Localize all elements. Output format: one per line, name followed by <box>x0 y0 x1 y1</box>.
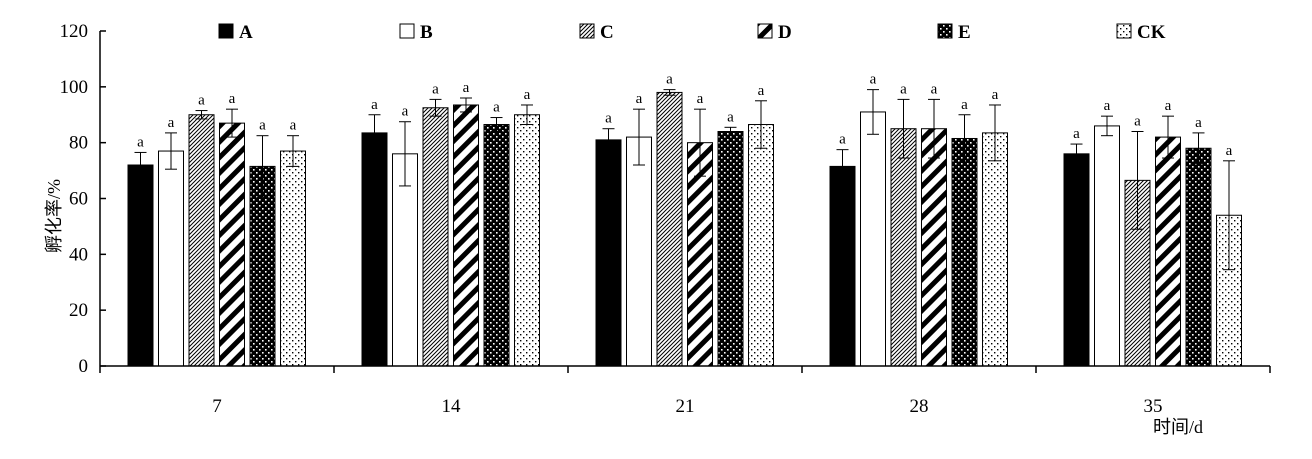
y-ticks: 0 20 40 60 80 100 120 <box>60 21 106 377</box>
y-tick-label: 120 <box>60 21 89 42</box>
significance-label: a <box>636 91 643 107</box>
bar <box>717 131 744 367</box>
y-tick-label: 20 <box>69 300 88 321</box>
significance-label: a <box>1195 115 1202 131</box>
bar <box>890 128 917 367</box>
legend: A B C D E CK <box>218 22 1166 43</box>
significance-label: a <box>727 109 734 125</box>
significance-label: a <box>290 118 297 134</box>
significance-label: a <box>900 81 907 97</box>
significance-label: a <box>1165 98 1172 114</box>
bar <box>158 150 184 367</box>
bar <box>982 132 1008 367</box>
significance-label: a <box>432 81 439 97</box>
significance-label: a <box>229 91 236 107</box>
bar <box>626 136 652 367</box>
y-tick-label: 60 <box>69 189 88 210</box>
legend-label: A <box>239 22 253 43</box>
significance-label: a <box>371 97 378 113</box>
x-tick-label: 21 <box>676 396 695 417</box>
significance-label: a <box>137 134 144 150</box>
significance-label: a <box>697 91 704 107</box>
bar <box>951 137 978 367</box>
bar <box>1185 147 1212 367</box>
legend-swatch <box>937 23 953 39</box>
significance-label: a <box>168 115 175 131</box>
bar <box>656 91 683 367</box>
significance-label: a <box>992 87 999 103</box>
bar <box>188 114 215 367</box>
bar <box>1063 153 1090 367</box>
y-tick-label: 40 <box>69 244 88 265</box>
x-axis-label: 时间/d <box>1153 417 1203 437</box>
bar <box>422 107 449 367</box>
y-tick-label: 100 <box>60 77 89 98</box>
bar <box>595 139 622 367</box>
bar <box>1094 125 1120 367</box>
bar <box>748 124 774 367</box>
x-tick-label: 7 <box>212 396 222 417</box>
x-ticks: 7 14 21 28 35 <box>99 366 1271 417</box>
legend-label: CK <box>1137 22 1166 43</box>
legend-label: B <box>420 22 433 43</box>
y-tick-label: 0 <box>79 356 89 377</box>
legend-swatch <box>1116 23 1132 39</box>
bar <box>860 111 886 367</box>
legend-label: D <box>778 22 792 43</box>
legend-label: E <box>958 22 971 43</box>
legend-swatch <box>757 23 773 39</box>
bar <box>829 165 856 367</box>
bar <box>483 124 510 367</box>
y-axis-label: 孵化率/% <box>44 179 64 253</box>
significance-label: a <box>402 104 409 120</box>
significance-label: a <box>931 81 938 97</box>
bar <box>219 122 245 367</box>
significance-label: a <box>198 93 205 109</box>
x-tick-label: 28 <box>910 396 929 417</box>
bars: a a a a a a a a a a a a a a a a a a a a a a a a a a a a a a <box>127 72 1242 367</box>
significance-label: a <box>493 100 500 116</box>
bar <box>453 104 479 367</box>
legend-swatch <box>218 23 234 39</box>
significance-label: a <box>605 111 612 127</box>
bar <box>127 164 154 367</box>
significance-label: a <box>1226 143 1233 159</box>
significance-label: a <box>463 80 470 96</box>
legend-swatch <box>579 23 595 39</box>
significance-label: a <box>870 72 877 88</box>
legend-swatch <box>399 23 415 39</box>
x-tick-label: 14 <box>442 396 462 417</box>
bar <box>1155 136 1181 367</box>
significance-label: a <box>1073 126 1080 142</box>
significance-label: a <box>1134 114 1141 130</box>
significance-label: a <box>758 83 765 99</box>
x-tick-label: 35 <box>1144 396 1163 417</box>
significance-label: a <box>666 72 673 88</box>
bar <box>921 128 947 367</box>
bar <box>361 132 388 367</box>
significance-label: a <box>961 97 968 113</box>
legend-label: C <box>600 22 614 43</box>
significance-label: a <box>1104 98 1111 114</box>
significance-label: a <box>259 118 266 134</box>
y-tick-label: 80 <box>69 133 88 154</box>
significance-label: a <box>524 87 531 103</box>
bar <box>280 150 306 367</box>
bar <box>514 114 540 367</box>
significance-label: a <box>839 132 846 148</box>
